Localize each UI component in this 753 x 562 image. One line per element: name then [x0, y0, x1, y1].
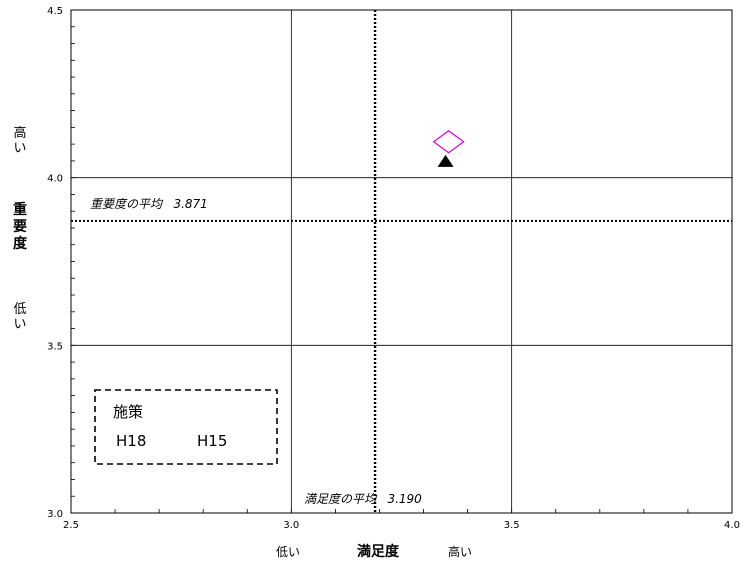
y-axis-low-label: 低い [13, 302, 26, 332]
y-axis-title: 重要度 [13, 201, 28, 252]
importance-average-label: 重要度の平均 3.871 [90, 197, 208, 211]
x-tick-label: 3.5 [504, 520, 520, 531]
x-tick-label: 4.0 [724, 520, 740, 531]
tick-labels: 2.5 3.0 3.5 4.03.03.54.04.5 [47, 6, 740, 531]
point-h18 [432, 130, 465, 154]
data-points [432, 130, 465, 167]
satisfaction-average-label: 満足度の平均 3.190 [304, 492, 422, 506]
x-axis-high-label: 高い [448, 544, 472, 559]
gridlines [71, 10, 732, 513]
legend-title: 施策 [113, 403, 143, 421]
svg-text:重要度: 重要度 [13, 201, 28, 252]
legend: 施策 H18 H15 [94, 389, 278, 465]
y-tick-label: 3.5 [47, 341, 63, 352]
legend-border [94, 389, 278, 465]
plot-frame [70, 9, 733, 514]
y-tick-label: 4.0 [47, 174, 63, 185]
svg-text:低い: 低い [13, 302, 26, 332]
tick-marks [70, 9, 733, 514]
point-h15 [437, 154, 454, 167]
x-tick-label: 2.5 [63, 520, 79, 531]
x-axis-low-label: 低い [276, 545, 300, 559]
x-axis-title: 満足度 [357, 543, 400, 560]
legend-item-h15: H15 [197, 432, 227, 450]
legend-item-h18: H18 [116, 432, 146, 450]
y-axis-high-label: 高い [13, 125, 26, 156]
reference-lines: 重要度の平均 3.871 満足度の平均 3.190 [71, 10, 732, 513]
svg-text:高い: 高い [13, 125, 26, 156]
y-tick-label: 3.0 [47, 509, 63, 520]
y-tick-label: 4.5 [47, 6, 63, 17]
x-tick-label: 3.0 [283, 520, 299, 531]
